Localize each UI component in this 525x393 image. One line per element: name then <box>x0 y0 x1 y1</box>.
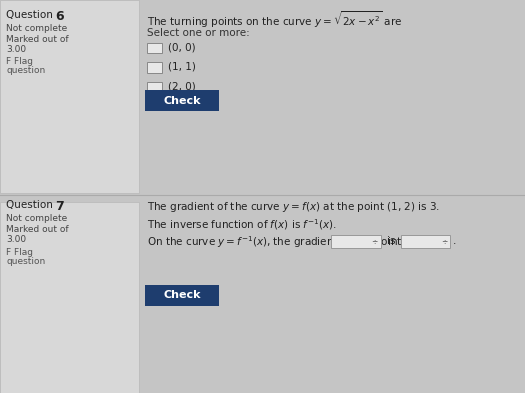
Text: Marked out of: Marked out of <box>6 35 69 44</box>
Text: question: question <box>6 257 46 266</box>
Bar <box>147 82 162 92</box>
Text: Not complete: Not complete <box>6 24 68 33</box>
Text: question: question <box>6 66 46 75</box>
Text: ÷: ÷ <box>441 237 447 246</box>
Text: 6: 6 <box>55 10 64 23</box>
Text: Check: Check <box>164 95 201 106</box>
Text: 3.00: 3.00 <box>6 45 26 54</box>
Text: .: . <box>453 236 456 246</box>
Text: Select one or more:: Select one or more: <box>147 28 250 37</box>
Text: (2, 0): (2, 0) <box>168 81 196 91</box>
Bar <box>331 235 381 248</box>
Text: F Flag: F Flag <box>6 57 33 66</box>
Text: 3.00: 3.00 <box>6 235 26 244</box>
Text: (1, 1): (1, 1) <box>168 62 196 72</box>
Bar <box>147 42 162 53</box>
Text: ÷: ÷ <box>371 237 377 246</box>
Bar <box>0 202 139 393</box>
Text: On the curve $y = f^{-1}(x)$, the gradient at the point: On the curve $y = f^{-1}(x)$, the gradie… <box>147 234 403 250</box>
Text: Question: Question <box>6 200 56 209</box>
Text: F Flag: F Flag <box>6 248 33 257</box>
Text: The inverse function of $f(x)$ is $f^{-1}(x)$.: The inverse function of $f(x)$ is $f^{-1… <box>147 217 337 232</box>
Text: is: is <box>387 236 395 246</box>
FancyBboxPatch shape <box>145 285 219 306</box>
FancyBboxPatch shape <box>145 90 219 111</box>
Text: (0, 0): (0, 0) <box>168 42 196 52</box>
Text: The turning points on the curve $y = \sqrt{2x - x^2}$ are: The turning points on the curve $y = \sq… <box>147 10 402 30</box>
Text: 7: 7 <box>55 200 64 213</box>
Bar <box>401 235 450 248</box>
Bar <box>147 62 162 73</box>
Bar <box>0 0 139 193</box>
Text: The gradient of the curve $y = f(x)$ at the point (1, 2) is 3.: The gradient of the curve $y = f(x)$ at … <box>147 200 440 214</box>
Text: Marked out of: Marked out of <box>6 225 69 234</box>
Text: Not complete: Not complete <box>6 214 68 223</box>
Text: Question: Question <box>6 10 56 20</box>
Text: Check: Check <box>164 290 201 300</box>
